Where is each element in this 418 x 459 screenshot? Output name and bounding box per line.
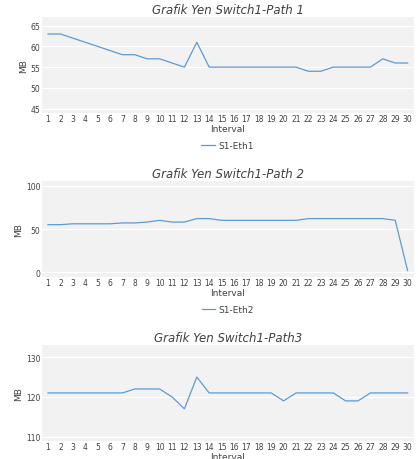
X-axis label: Interval: Interval [210, 289, 245, 298]
Title: Grafik Yen Switch1-Path 2: Grafik Yen Switch1-Path 2 [152, 168, 304, 181]
Legend: S1-Eth2: S1-Eth2 [198, 302, 257, 318]
X-axis label: Interval: Interval [210, 453, 245, 459]
X-axis label: Interval: Interval [210, 125, 245, 134]
Legend: S1-Eth1: S1-Eth1 [198, 139, 258, 155]
Y-axis label: MB: MB [14, 386, 23, 400]
Title: Grafik Yen Switch1-Path 1: Grafik Yen Switch1-Path 1 [152, 4, 304, 17]
Title: Grafik Yen Switch1-Path3: Grafik Yen Switch1-Path3 [154, 331, 302, 344]
Y-axis label: MB: MB [14, 223, 23, 236]
Y-axis label: MB: MB [19, 59, 28, 73]
